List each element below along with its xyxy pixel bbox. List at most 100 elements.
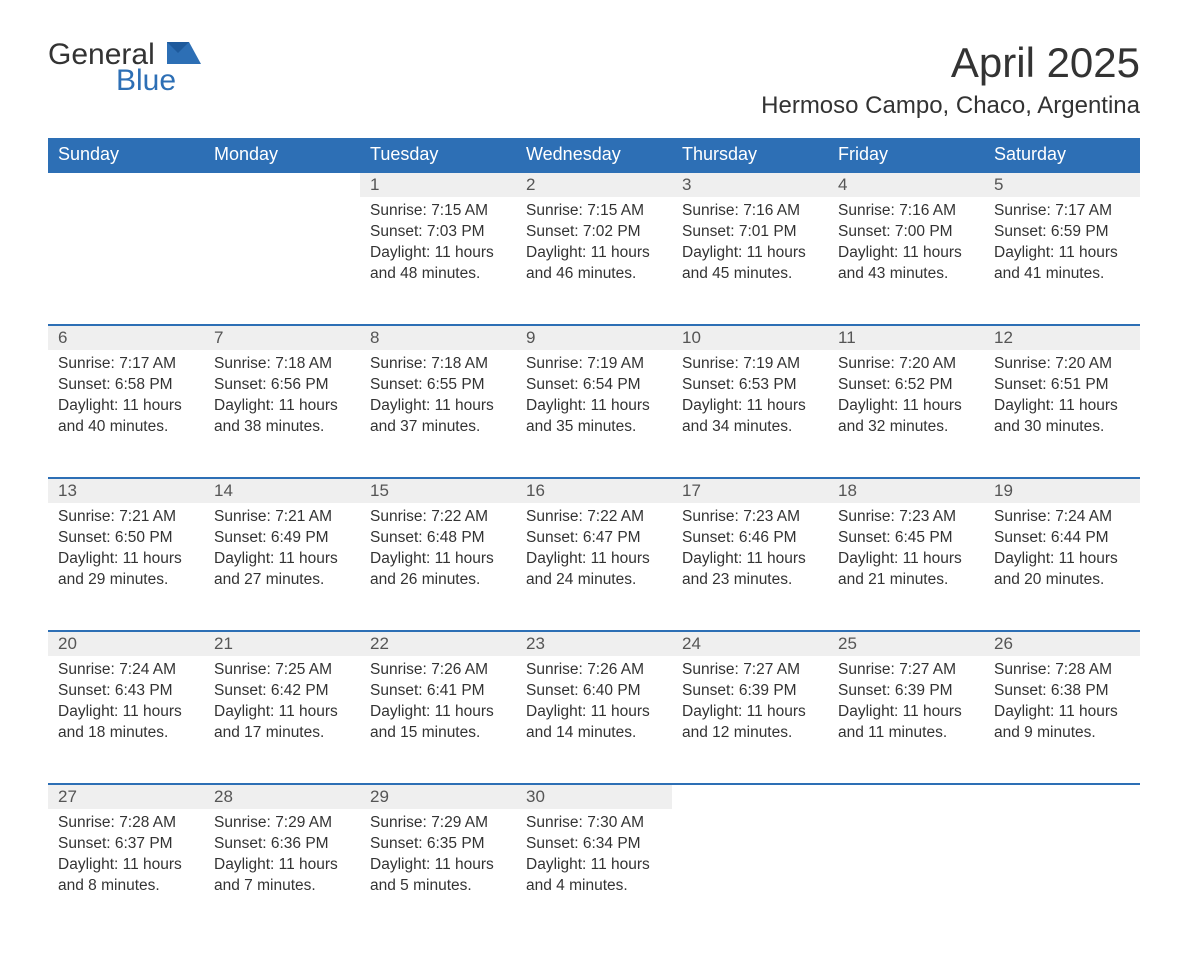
daylight-label: Daylight: [526, 856, 586, 873]
sunset-value: 6:39 PM [739, 682, 797, 699]
sunset-label: Sunset: [994, 682, 1047, 699]
sunset-value: 6:49 PM [271, 529, 329, 546]
daylight: Daylight: 11 hours and 8 minutes. [58, 855, 194, 897]
sunrise-value: 7:18 AM [431, 355, 488, 372]
day-number: 26 [984, 631, 1140, 656]
daylight: Daylight: 11 hours and 40 minutes. [58, 396, 194, 438]
empty-cell [48, 172, 204, 197]
sunset-value: 6:45 PM [895, 529, 953, 546]
weekday-header: Wednesday [516, 138, 672, 172]
sunset-value: 6:34 PM [583, 835, 641, 852]
day-number: 23 [516, 631, 672, 656]
sunset-label: Sunset: [682, 376, 735, 393]
daylight: Daylight: 11 hours and 9 minutes. [994, 702, 1130, 744]
day-number: 6 [48, 325, 204, 350]
sunset-label: Sunset: [526, 835, 579, 852]
day-cell: Sunrise: 7:26 AMSunset: 6:41 PMDaylight:… [360, 656, 516, 784]
sunrise-value: 7:30 AM [587, 814, 644, 831]
day-number: 9 [516, 325, 672, 350]
sunset-value: 6:37 PM [115, 835, 173, 852]
day-number-row: 12345 [48, 172, 1140, 197]
sunrise-value: 7:24 AM [1055, 508, 1112, 525]
sunset-label: Sunset: [370, 835, 423, 852]
sunrise: Sunrise: 7:25 AM [214, 660, 350, 681]
day-number: 3 [672, 172, 828, 197]
daylight-label: Daylight: [370, 397, 430, 414]
day-cell: Sunrise: 7:25 AMSunset: 6:42 PMDaylight:… [204, 656, 360, 784]
sunrise-value: 7:16 AM [899, 202, 956, 219]
sunset-value: 6:40 PM [583, 682, 641, 699]
sunrise: Sunrise: 7:28 AM [994, 660, 1130, 681]
day-number: 13 [48, 478, 204, 503]
sunset-label: Sunset: [682, 682, 735, 699]
sunset-value: 7:02 PM [583, 223, 641, 240]
sunrise: Sunrise: 7:17 AM [58, 354, 194, 375]
daylight: Daylight: 11 hours and 18 minutes. [58, 702, 194, 744]
sunrise-label: Sunrise: [682, 508, 739, 525]
day-cell: Sunrise: 7:24 AMSunset: 6:43 PMDaylight:… [48, 656, 204, 784]
daylight: Daylight: 11 hours and 20 minutes. [994, 549, 1130, 591]
day-number: 27 [48, 784, 204, 809]
sunset-label: Sunset: [370, 376, 423, 393]
sunrise-value: 7:22 AM [431, 508, 488, 525]
sunrise: Sunrise: 7:22 AM [370, 507, 506, 528]
sunset: Sunset: 6:45 PM [838, 528, 974, 549]
sunset-label: Sunset: [214, 835, 267, 852]
sunrise-label: Sunrise: [838, 355, 895, 372]
sunset: Sunset: 6:48 PM [370, 528, 506, 549]
sunrise-label: Sunrise: [526, 355, 583, 372]
daylight: Daylight: 11 hours and 7 minutes. [214, 855, 350, 897]
sunrise-value: 7:21 AM [275, 508, 332, 525]
sunrise-label: Sunrise: [838, 508, 895, 525]
sunrise-value: 7:17 AM [119, 355, 176, 372]
day-number: 30 [516, 784, 672, 809]
daylight-label: Daylight: [58, 856, 118, 873]
sunset-value: 6:51 PM [1051, 376, 1109, 393]
sunset-label: Sunset: [994, 223, 1047, 240]
sunrise-label: Sunrise: [526, 814, 583, 831]
day-cell: Sunrise: 7:17 AMSunset: 6:59 PMDaylight:… [984, 197, 1140, 325]
sunrise: Sunrise: 7:18 AM [214, 354, 350, 375]
sunrise: Sunrise: 7:27 AM [838, 660, 974, 681]
sunrise: Sunrise: 7:21 AM [214, 507, 350, 528]
sunrise-label: Sunrise: [370, 508, 427, 525]
sunset-value: 6:55 PM [427, 376, 485, 393]
day-number: 18 [828, 478, 984, 503]
sunset: Sunset: 6:42 PM [214, 681, 350, 702]
logo-text-2: Blue [116, 66, 201, 96]
sunset: Sunset: 6:35 PM [370, 834, 506, 855]
sunrise-label: Sunrise: [994, 661, 1051, 678]
sunrise: Sunrise: 7:23 AM [838, 507, 974, 528]
sunrise-value: 7:23 AM [899, 508, 956, 525]
daylight: Daylight: 11 hours and 46 minutes. [526, 243, 662, 285]
sunrise-value: 7:27 AM [743, 661, 800, 678]
daylight: Daylight: 11 hours and 38 minutes. [214, 396, 350, 438]
daylight-label: Daylight: [526, 244, 586, 261]
sunset-value: 6:39 PM [895, 682, 953, 699]
sunset-label: Sunset: [58, 376, 111, 393]
daylight: Daylight: 11 hours and 24 minutes. [526, 549, 662, 591]
day-number: 24 [672, 631, 828, 656]
sunrise: Sunrise: 7:23 AM [682, 507, 818, 528]
sunrise-label: Sunrise: [994, 355, 1051, 372]
daylight: Daylight: 11 hours and 32 minutes. [838, 396, 974, 438]
daylight-label: Daylight: [58, 397, 118, 414]
sunset-label: Sunset: [838, 682, 891, 699]
sunrise-value: 7:18 AM [275, 355, 332, 372]
sunset: Sunset: 6:58 PM [58, 375, 194, 396]
sunrise: Sunrise: 7:18 AM [370, 354, 506, 375]
sunrise-value: 7:27 AM [899, 661, 956, 678]
title-block: April 2025 Hermoso Campo, Chaco, Argenti… [761, 40, 1140, 120]
day-cell: Sunrise: 7:23 AMSunset: 6:46 PMDaylight:… [672, 503, 828, 631]
daylight-label: Daylight: [682, 703, 742, 720]
day-number: 22 [360, 631, 516, 656]
empty-cell [48, 197, 204, 325]
sunset-value: 6:53 PM [739, 376, 797, 393]
day-cell: Sunrise: 7:15 AMSunset: 7:02 PMDaylight:… [516, 197, 672, 325]
sunrise-value: 7:20 AM [899, 355, 956, 372]
sunset: Sunset: 6:47 PM [526, 528, 662, 549]
sunrise: Sunrise: 7:19 AM [526, 354, 662, 375]
sunrise-value: 7:28 AM [1055, 661, 1112, 678]
day-number: 15 [360, 478, 516, 503]
sunrise-value: 7:22 AM [587, 508, 644, 525]
